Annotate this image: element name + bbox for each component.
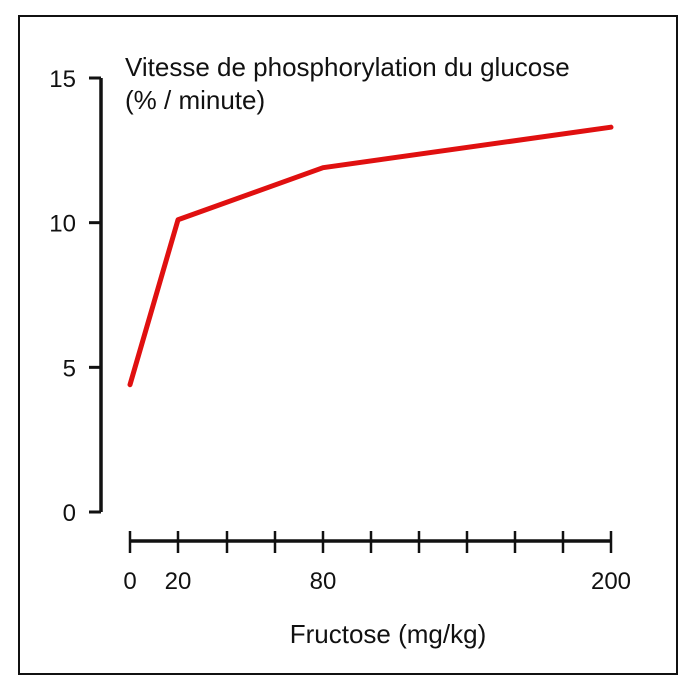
x-ticks: 0 20 80 200: [123, 568, 631, 595]
x-tick-label: 200: [591, 568, 631, 595]
x-axis-label: Fructose (mg/kg): [290, 619, 487, 649]
x-tick-label: 0: [123, 568, 136, 595]
chart-subtitle: (% / minute): [125, 85, 265, 115]
series-line: [127, 124, 614, 388]
series-0: [127, 124, 614, 388]
y-ticks: 0 5 10 15: [49, 66, 101, 527]
x-tick-label: 20: [165, 568, 192, 595]
chart-frame: [18, 15, 678, 675]
x-minor-ticks: [128, 531, 613, 553]
chart-title: Vitesse de phosphorylation du glucose: [125, 52, 570, 82]
x-tick-label: 80: [310, 568, 337, 595]
y-tick-label: 10: [49, 211, 76, 238]
y-tick-label: 5: [63, 355, 76, 382]
y-tick-label: 15: [49, 66, 76, 93]
y-tick-label: 0: [63, 500, 76, 527]
